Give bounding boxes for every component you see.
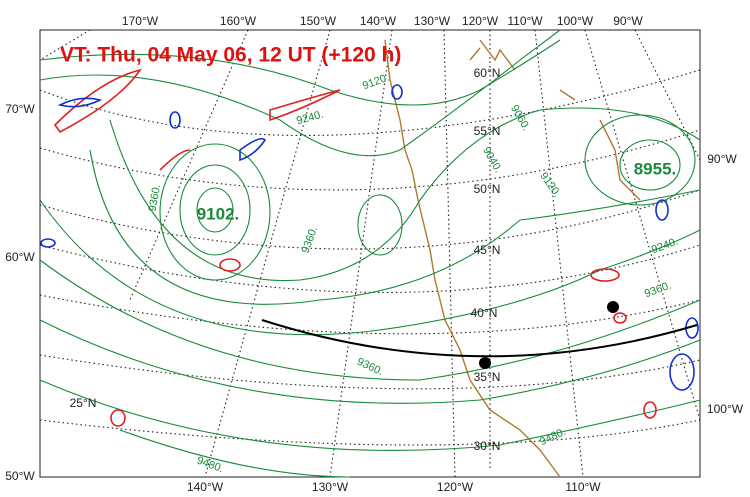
height-contours [39, 29, 701, 478]
right-label: 90°W [707, 152, 737, 166]
top-label: 100°W [557, 14, 594, 28]
bottom-label: 110°W [565, 480, 601, 494]
contour-label: 9360. [147, 183, 164, 212]
left-label: 50°W [5, 469, 35, 483]
cross-section-line [261, 319, 698, 358]
lat-label: 35°N [474, 370, 501, 384]
top-label: 110°W [507, 14, 543, 28]
lat-label: 40°N [471, 306, 498, 320]
left-label: 70°W [5, 102, 35, 116]
top-label: 150°W [300, 14, 337, 28]
map-title: VT: Thu, 04 May 06, 12 UT (+120 h) [60, 44, 401, 67]
top-label: 120°W [462, 14, 499, 28]
left-label: 60°W [5, 250, 35, 264]
top-label: 170°W [122, 14, 159, 28]
point-marker [479, 357, 491, 369]
lat-label: 30°N [474, 439, 501, 453]
point-marker [607, 301, 619, 313]
bottom-label: 120°W [437, 480, 474, 494]
center-label: 8955. [634, 159, 677, 178]
coastline [384, 39, 641, 478]
bottom-label: 140°W [187, 480, 224, 494]
lat-label: 60°N [474, 66, 501, 80]
top-label: 140°W [360, 14, 397, 28]
bottom-label: 130°W [312, 480, 349, 494]
top-label: 160°W [220, 14, 257, 28]
top-label: 90°W [613, 14, 643, 28]
right-label: 100°W [707, 402, 744, 416]
lat-label: 45°N [474, 243, 501, 257]
lat-label: 50°N [474, 182, 501, 196]
top-label: 130°W [414, 14, 451, 28]
red-contours [53, 68, 657, 427]
map-frame [39, 29, 701, 478]
lat-label: 25°N [70, 396, 97, 410]
center-label: 9102. [197, 204, 240, 223]
lat-label: 55°N [474, 124, 501, 138]
